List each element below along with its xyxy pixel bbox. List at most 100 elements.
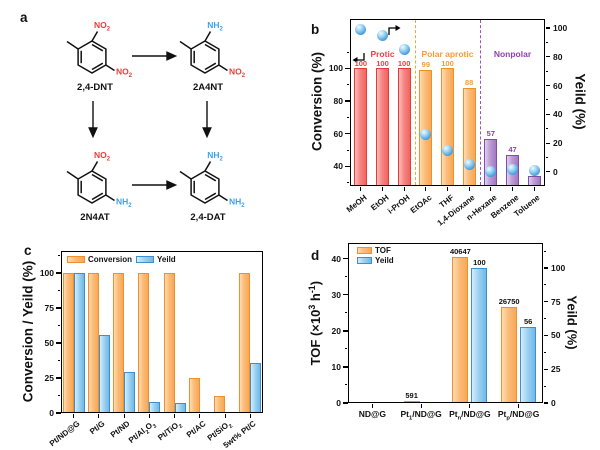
molecule-2,4-DNT: NO2 NO2 2,4-DNT: [50, 12, 150, 107]
y-minor-tick: [57, 324, 61, 326]
tof-bar: [403, 400, 420, 403]
conversion-bar: [113, 272, 125, 413]
svg-text:NH2: NH2: [116, 197, 132, 210]
conversion-value-label: 100: [376, 58, 389, 68]
yeild-bar: [149, 401, 161, 413]
tof-bar: [501, 306, 518, 403]
y-tick-label: 60: [333, 128, 343, 139]
y-minor-tick: [543, 250, 547, 252]
yield-point-sphere: [442, 144, 453, 156]
y-tick: [543, 334, 549, 337]
y-minor-tick: [545, 128, 549, 130]
legend-swatch: [357, 247, 372, 254]
conversion-bar: [62, 272, 74, 413]
molecule-structure-svg: NH2 NH2 2,4-DAT: [179, 150, 245, 223]
y-tick: [543, 368, 549, 370]
left-axis-indicator-arrow-icon: [352, 53, 365, 63]
panel-d-legend-row: TOF: [357, 246, 391, 255]
y-tick-label: 0: [551, 398, 556, 408]
y-tick-label: 30: [331, 289, 341, 300]
conversion-bar: [239, 272, 251, 413]
molecule-2N4AT: NO2 NH2 2N4AT: [50, 142, 150, 237]
yeild-bar: [124, 372, 136, 413]
x-tick: [123, 413, 125, 418]
y-tick-label: 10: [331, 361, 341, 372]
y-tick: [345, 100, 350, 102]
legend-swatch: [136, 255, 155, 264]
x-tick: [224, 413, 226, 418]
y-tick: [56, 377, 61, 379]
molecule-2A4NT: NH2 NO2 2A4NT: [163, 12, 263, 107]
x-tick: [446, 186, 449, 191]
conversion-bar: [397, 68, 411, 186]
conversion-value-label: 100: [354, 58, 368, 68]
x-tick: [381, 186, 384, 191]
y-minor-tick: [57, 254, 61, 256]
conversion-bar: [419, 69, 433, 186]
yield-point-sphere: [398, 44, 410, 56]
conversion-bar: [376, 68, 389, 186]
legend-item-tof: TOF: [357, 246, 391, 255]
x-tick: [468, 186, 470, 191]
molecule-name: 2N4AT: [80, 212, 110, 223]
x-tick: [511, 186, 514, 191]
y-tick: [345, 67, 350, 69]
conversion-bar: [163, 272, 175, 413]
molecule-name: 2,4-DNT: [77, 82, 113, 93]
y-minor-tick: [543, 351, 547, 353]
x-tick: [518, 403, 520, 408]
conversion-bar: [138, 272, 150, 413]
y-minor-tick: [57, 359, 61, 361]
legend-label: Yeild: [375, 255, 394, 265]
molecule-structure-svg: NO2 NO2 2,4-DNT: [66, 20, 133, 93]
x-category-label: Pt1/ND@G: [400, 409, 442, 422]
panel-c-legend: Conversion Yeild: [67, 255, 176, 264]
x-tick: [490, 186, 492, 191]
y-tick-label: 75: [551, 296, 561, 307]
y-tick: [343, 402, 348, 404]
molecule-structure-svg: NH2 NO2 2A4NT: [179, 20, 246, 93]
x-tick: [403, 186, 405, 191]
svg-text:NO2: NO2: [94, 150, 111, 163]
y-minor-tick: [346, 84, 350, 86]
molecule-structure-svg: NO2 NH2 2N4AT: [66, 150, 132, 223]
y-tick-label: 80: [553, 51, 563, 62]
y-tick: [545, 84, 551, 87]
y-tick: [543, 402, 549, 404]
y-minor-tick: [543, 385, 547, 387]
panel-d-y-axis-label-left: TOF (×103 h-1): [306, 280, 324, 366]
y-tick-label: 60: [553, 80, 563, 91]
y-minor-tick: [57, 394, 61, 396]
x-tick: [420, 403, 422, 408]
x-tick: [148, 413, 150, 418]
x-tick: [73, 413, 75, 418]
panel-d-letter: d: [311, 248, 320, 263]
y-minor-tick: [543, 284, 547, 286]
solvent-class-divider: [479, 20, 481, 185]
x-tick: [199, 413, 201, 418]
conversion-bar: [214, 396, 226, 413]
yeild-value-label: 100: [473, 257, 486, 267]
x-tick: [360, 186, 362, 191]
yeild-bar: [98, 334, 110, 413]
panel-a-letter: a: [20, 10, 28, 25]
y-tick: [543, 301, 549, 303]
panel-d-legend-row: Yeild: [357, 256, 394, 265]
yeild-bar: [250, 362, 262, 413]
y-tick: [545, 27, 551, 29]
y-tick-label: 100: [39, 267, 54, 278]
x-category-label: Ptp/ND@G: [497, 409, 540, 422]
yeild-bar: [471, 267, 488, 403]
y-tick-label: 0: [336, 398, 341, 408]
right-axis-indicator-arrow-icon: [388, 25, 401, 35]
tof-value-label: 40647: [449, 246, 471, 256]
svg-text:NH2: NH2: [207, 150, 223, 163]
panel-d-plot-frame: [348, 243, 543, 403]
x-tick: [98, 413, 100, 418]
y-minor-tick: [344, 348, 348, 350]
solvent-class-divider: [414, 20, 416, 185]
y-tick-label: 80: [333, 96, 343, 107]
x-tick: [371, 403, 373, 408]
y-tick-label: 100: [328, 63, 343, 74]
